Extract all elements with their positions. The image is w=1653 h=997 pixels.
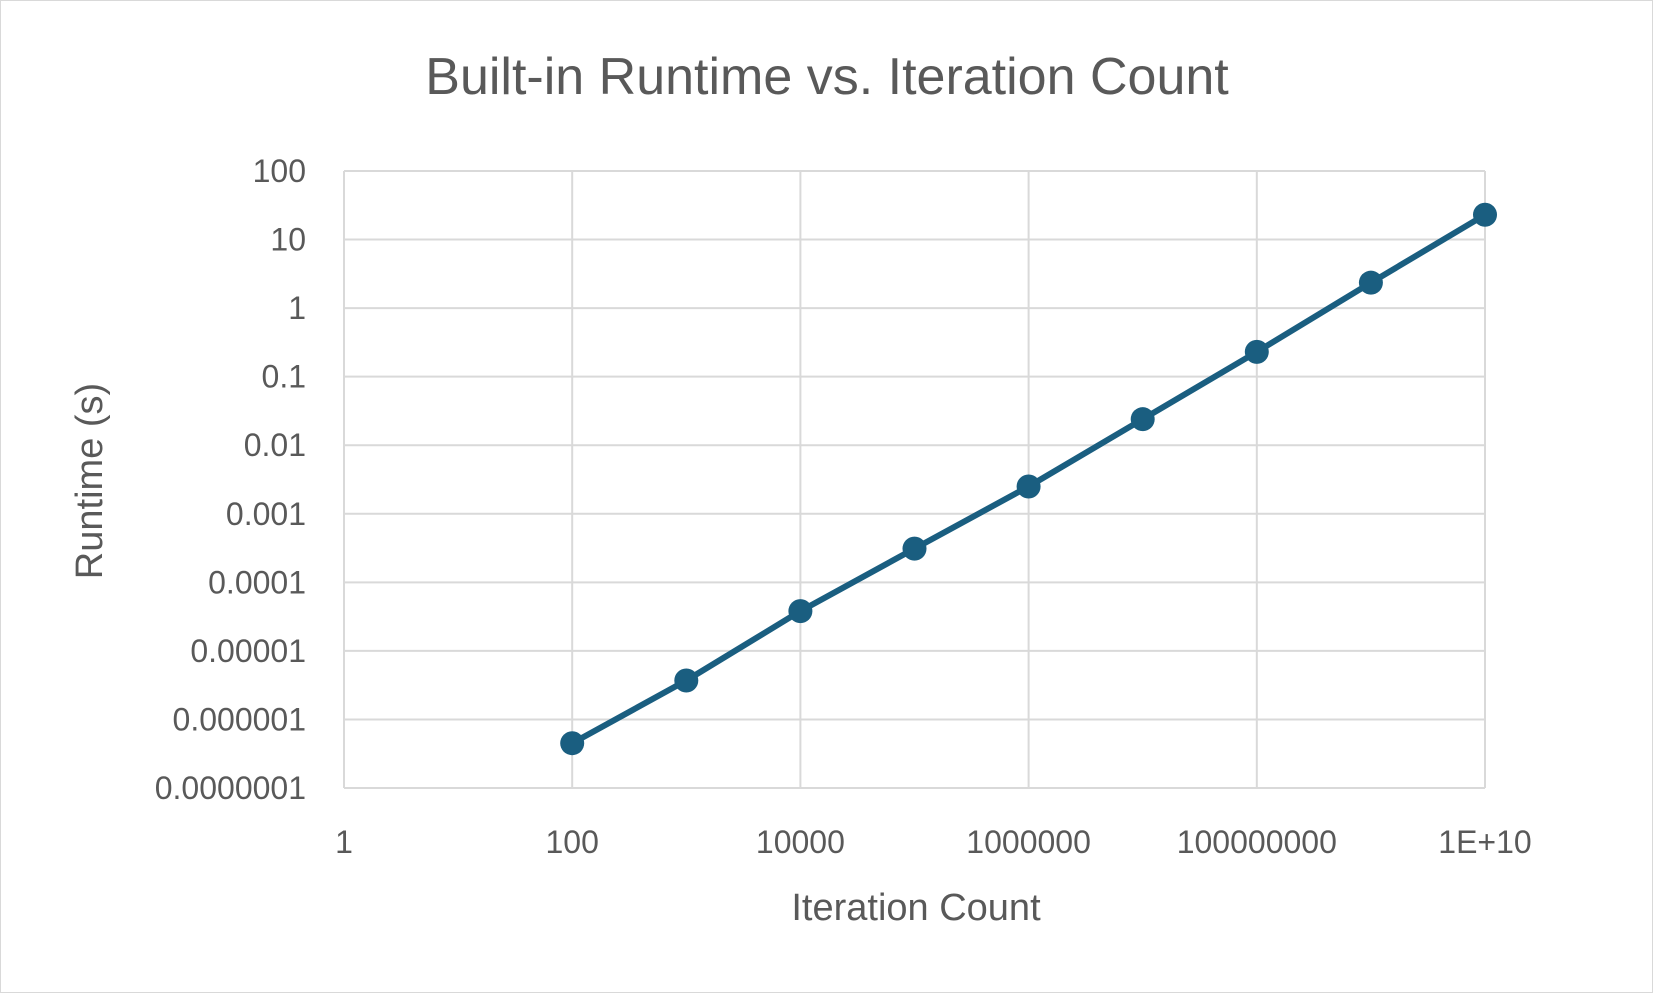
y-tick-label: 0.000001 [173,701,306,737]
data-point [1358,270,1383,295]
x-tick-label: 1000000 [966,824,1091,860]
y-tick-label: 0.0001 [208,564,306,600]
x-tick-label: 100 [546,824,599,860]
data-point [788,599,813,624]
y-axis-title: Runtime (s) [69,383,111,579]
data-point [1130,407,1155,432]
y-tick-label: 1 [288,290,306,326]
y-tick-label: 100 [253,153,306,189]
chart-title: Built-in Runtime vs. Iteration Count [425,48,1229,106]
y-tick-label: 10 [270,222,306,258]
data-point [674,668,699,693]
x-tick-label: 1E+10 [1438,824,1531,860]
data-point [560,731,585,756]
data-point [1016,474,1041,499]
gridlines [343,170,1486,789]
x-axis-tick-labels: 1 100 10000 1000000 100000000 1E+10 [335,824,1532,860]
x-tick-label: 1 [335,824,353,860]
y-tick-label: 0.1 [262,359,306,395]
y-axis-tick-labels: 0.0000001 0.000001 0.00001 0.0001 0.001 0.01 0… [155,153,306,806]
x-tick-label: 10000 [756,824,845,860]
y-tick-label: 0.001 [226,496,306,532]
data-point [1244,339,1269,364]
data-point [1473,202,1497,227]
data-point [902,536,927,561]
data-series [560,202,1497,756]
y-tick-label: 0.0000001 [155,770,306,806]
y-tick-label: 0.01 [244,427,306,463]
x-axis-title: Iteration Count [791,887,1041,929]
x-tick-label: 100000000 [1177,824,1337,860]
y-tick-label: 0.00001 [190,633,306,669]
